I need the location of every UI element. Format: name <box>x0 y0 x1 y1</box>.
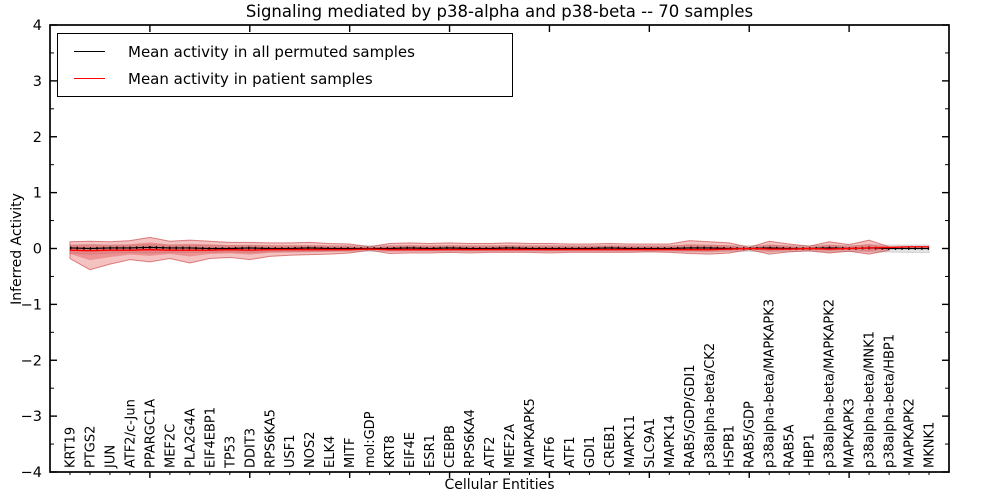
x-tick-label: HSPB1 <box>723 425 738 468</box>
x-tick-label: ELK4 <box>323 436 338 468</box>
x-tick-label: p38alpha-beta/MAPKAPK3 <box>763 299 778 468</box>
x-tick-label: RAB5/GDP <box>743 401 758 468</box>
x-tick-label: DDIT3 <box>243 428 258 468</box>
x-tick-label: ATF6 <box>543 436 558 468</box>
x-tick-label: GDI1 <box>583 436 598 468</box>
y-tick-label: 4 <box>33 18 42 34</box>
y-tick-label: 1 <box>33 186 42 202</box>
x-tick-label: MAPKAPK3 <box>843 398 858 468</box>
x-tick-label: RAB5A <box>783 424 798 468</box>
x-tick-label: MAPK14 <box>663 415 678 468</box>
x-tick-label: mol:GDP <box>363 411 378 468</box>
y-tick-label: −4 <box>21 465 42 481</box>
x-tick-label: EIF4EBP1 <box>203 407 218 468</box>
x-tick-label: TP53 <box>223 436 238 469</box>
permuted-line-swatch <box>74 51 105 52</box>
legend-label: Mean activity in all permuted samples <box>128 42 415 61</box>
permuted-mean-markers <box>69 245 930 250</box>
x-tick-label: MAPK11 <box>623 415 638 468</box>
x-tick-label: PPARGC1A <box>143 399 158 468</box>
x-tick-label: USF1 <box>283 434 298 468</box>
y-tick-label: 2 <box>33 130 42 146</box>
x-tick-label: MAPKAPK5 <box>523 398 538 468</box>
x-tick-label: MITF <box>343 438 358 468</box>
patient-line-swatch <box>74 78 105 79</box>
x-tick-label: RPS6KA4 <box>463 409 478 468</box>
x-tick-label: MEF2C <box>163 424 178 468</box>
x-tick-label: CEBPB <box>443 425 458 468</box>
x-tick-label: EIF4E <box>403 432 418 468</box>
x-tick-label: PLA2G4A <box>183 408 198 468</box>
x-tick-label: HBP1 <box>803 433 818 468</box>
x-tick-label: ATF2 <box>483 436 498 468</box>
y-tick-label: −1 <box>21 297 42 313</box>
x-tick-label: SLC9A1 <box>643 418 658 468</box>
y-tick-label: 0 <box>33 242 42 258</box>
x-tick-label: MEF2A <box>503 424 518 468</box>
x-tick-label: PTGS2 <box>83 426 98 468</box>
legend-item-permuted: Mean activity in all permuted samples <box>58 39 512 65</box>
x-tick-label: CREB1 <box>603 424 618 468</box>
y-tick-label: −2 <box>21 353 42 369</box>
legend: Mean activity in all permuted samples Me… <box>57 33 513 97</box>
x-tick-label: JUN <box>103 445 118 469</box>
patient-band-outer <box>69 236 890 271</box>
y-tick-label: 3 <box>33 74 42 90</box>
x-axis-label: Cellular Entities <box>444 477 555 493</box>
x-tick-label: RAB5/GDP/GDI1 <box>683 365 698 468</box>
legend-label: Mean activity in patient samples <box>128 69 373 88</box>
y-tick-label: −3 <box>21 409 42 425</box>
x-tick-label: RPS6KA5 <box>263 409 278 468</box>
x-tick-label: KRT8 <box>383 435 398 468</box>
x-tick-label: NOS2 <box>303 432 318 468</box>
patient-mean-line <box>69 246 930 252</box>
x-tick-label: p38alpha-beta/CK2 <box>703 343 718 468</box>
x-tick-label: p38alpha-beta/HBP1 <box>883 334 898 468</box>
chart-title: Signaling mediated by p38-alpha and p38-… <box>245 2 754 21</box>
y-axis-label: Inferred Activity <box>9 193 25 305</box>
x-tick-label: ATF2/c-Jun <box>123 399 138 468</box>
x-tick-label: KRT19 <box>63 427 78 468</box>
x-tick-label: ESR1 <box>423 434 438 468</box>
x-tick-label: p38alpha-beta/MAPKAPK2 <box>823 299 838 468</box>
x-tick-label: ATF1 <box>563 436 578 468</box>
x-tick-label: MKNK1 <box>923 422 938 468</box>
x-tick-label: p38alpha-beta/MNK1 <box>863 331 878 468</box>
x-tick-label: MAPKAPK2 <box>903 398 918 468</box>
legend-item-patient: Mean activity in patient samples <box>58 66 512 92</box>
